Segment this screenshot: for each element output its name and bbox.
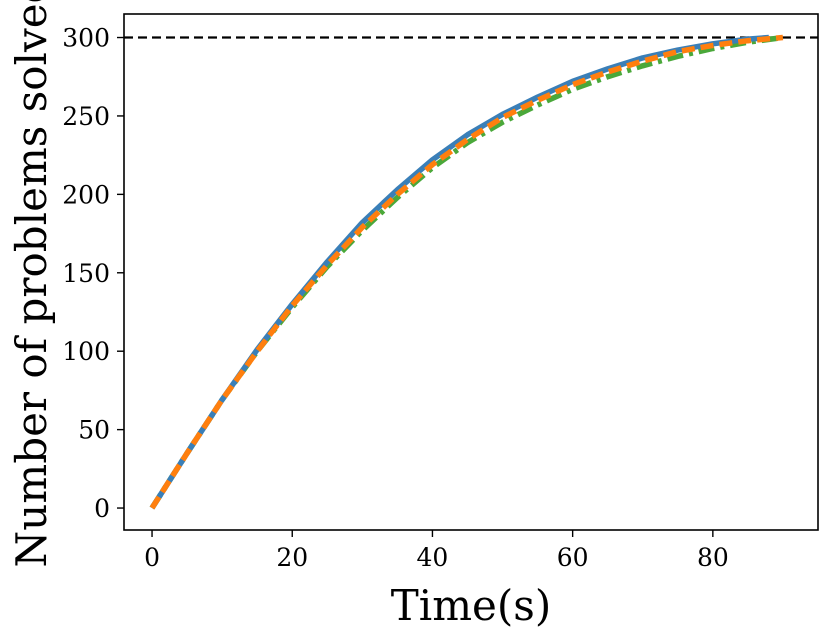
x-tick-label: 20: [276, 543, 308, 572]
y-tick-label: 300: [62, 24, 110, 53]
series-layer: [149, 34, 784, 510]
y-tick-label: 150: [62, 259, 110, 288]
x-axis-title: Time(s): [391, 581, 551, 630]
plot-frame: [123, 13, 819, 531]
y-tick-label: 0: [94, 494, 110, 523]
y-axis-title: Number of problems solved: [7, 0, 56, 567]
x-axis: 0 20 40 60 80: [144, 530, 729, 572]
x-tick-label: 40: [417, 543, 449, 572]
plot-background: [124, 14, 818, 530]
x-tick-label: 0: [144, 543, 160, 572]
x-tick-label: 60: [557, 543, 589, 572]
y-tick-label: 250: [62, 102, 110, 131]
y-tick-label: 100: [62, 337, 110, 366]
x-tick-label: 80: [697, 543, 729, 572]
y-tick-label: 200: [62, 180, 110, 209]
y-tick-label: 50: [78, 416, 110, 445]
y-axis: 0 50 100 150 200 250 300: [62, 24, 124, 523]
